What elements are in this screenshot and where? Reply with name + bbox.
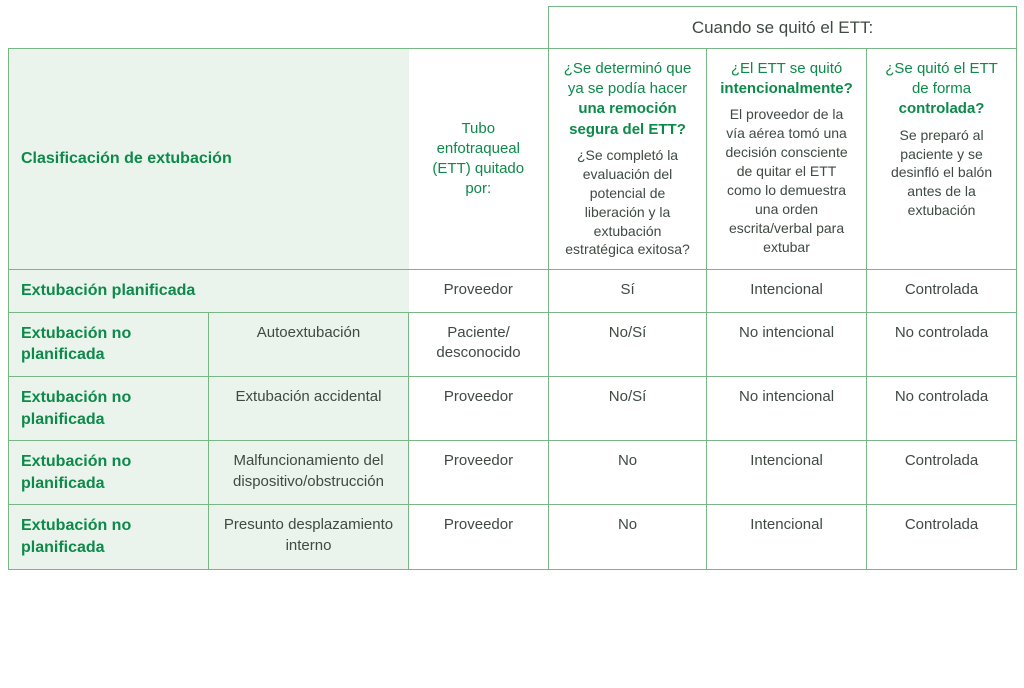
row-by: Proveedor: [409, 441, 549, 505]
table-row: Extubación no planificadaExtubación acci…: [9, 377, 1017, 441]
row-by: Proveedor: [409, 270, 549, 313]
row-category: Extubación no planificada: [9, 312, 209, 376]
col-classification: Clasificación de extubación: [9, 48, 409, 269]
table-row: Extubación no planificadaAutoextubaciónP…: [9, 312, 1017, 376]
row-q1: Sí: [549, 270, 707, 313]
q3-sub: Se preparó al paciente y se desinfló el …: [891, 127, 992, 219]
row-q3: Controlada: [867, 505, 1017, 569]
row-q2: Intencional: [707, 270, 867, 313]
q1-lead-a: ¿Se determinó que ya se podía hacer: [564, 60, 692, 97]
q3-lead: ¿Se quitó el ETT de forma controlada?: [879, 59, 1004, 120]
q2-sub: El proveedor de la vía aérea tomó una de…: [725, 106, 847, 254]
row-category: Extubación planificada: [9, 270, 409, 313]
col-q1: ¿Se determinó que ya se podía hacer una …: [549, 48, 707, 269]
row-q1: No: [549, 505, 707, 569]
row-subcategory: Autoextubación: [209, 312, 409, 376]
q1-lead: ¿Se determinó que ya se podía hacer una …: [561, 59, 694, 140]
row-q3: Controlada: [867, 441, 1017, 505]
row-q1: No/Sí: [549, 312, 707, 376]
row-q3: No controlada: [867, 377, 1017, 441]
superheader: Cuando se quitó el ETT:: [549, 7, 1017, 49]
row-by: Proveedor: [409, 377, 549, 441]
q2-lead: ¿El ETT se quitó intencionalmente?: [719, 59, 854, 100]
ett-label: Tubo enfotraqueal (ETT) quitado por:: [432, 120, 524, 198]
q1-bold: una remoción segura del ETT?: [569, 100, 686, 137]
q3-bold: controlada?: [899, 100, 985, 117]
row-q2: Intencional: [707, 441, 867, 505]
extubation-table: Cuando se quitó el ETT: Clasificación de…: [8, 6, 1017, 570]
row-category: Extubación no planificada: [9, 377, 209, 441]
row-by: Paciente/ desconocido: [409, 312, 549, 376]
table-row: Extubación planificadaProveedorSíIntenci…: [9, 270, 1017, 313]
col-q3: ¿Se quitó el ETT de forma controlada? Se…: [867, 48, 1017, 269]
spacer: [9, 7, 549, 49]
table-row: Extubación no planificadaMalfuncionamien…: [9, 441, 1017, 505]
q2-lead-a: ¿El ETT se quitó: [731, 60, 842, 77]
table-row: Clasificación de extubación Tubo enfotra…: [9, 48, 1017, 269]
row-by: Proveedor: [409, 505, 549, 569]
row-q3: No controlada: [867, 312, 1017, 376]
row-category: Extubación no planificada: [9, 441, 209, 505]
row-q2: No intencional: [707, 377, 867, 441]
q2-bold: intencionalmente?: [720, 80, 853, 97]
row-q1: No: [549, 441, 707, 505]
row-q2: Intencional: [707, 505, 867, 569]
table-container: { "header": { "classification": "Clasifi…: [0, 0, 1024, 576]
table-row: Cuando se quitó el ETT:: [9, 7, 1017, 49]
q3-lead-a: ¿Se quitó el ETT de forma: [885, 60, 998, 97]
row-subcategory: Malfuncionamiento del dispositivo/obstru…: [209, 441, 409, 505]
row-q1: No/Sí: [549, 377, 707, 441]
q1-sub: ¿Se completó la evaluación del potencial…: [565, 147, 690, 257]
row-q3: Controlada: [867, 270, 1017, 313]
row-category: Extubación no planificada: [9, 505, 209, 569]
col-q2: ¿El ETT se quitó intencionalmente? El pr…: [707, 48, 867, 269]
row-subcategory: Extubación accidental: [209, 377, 409, 441]
row-subcategory: Presunto desplazamiento interno: [209, 505, 409, 569]
row-q2: No intencional: [707, 312, 867, 376]
col-ett-removed-by: Tubo enfotraqueal (ETT) quitado por:: [409, 48, 549, 269]
table-row: Extubación no planificadaPresunto despla…: [9, 505, 1017, 569]
